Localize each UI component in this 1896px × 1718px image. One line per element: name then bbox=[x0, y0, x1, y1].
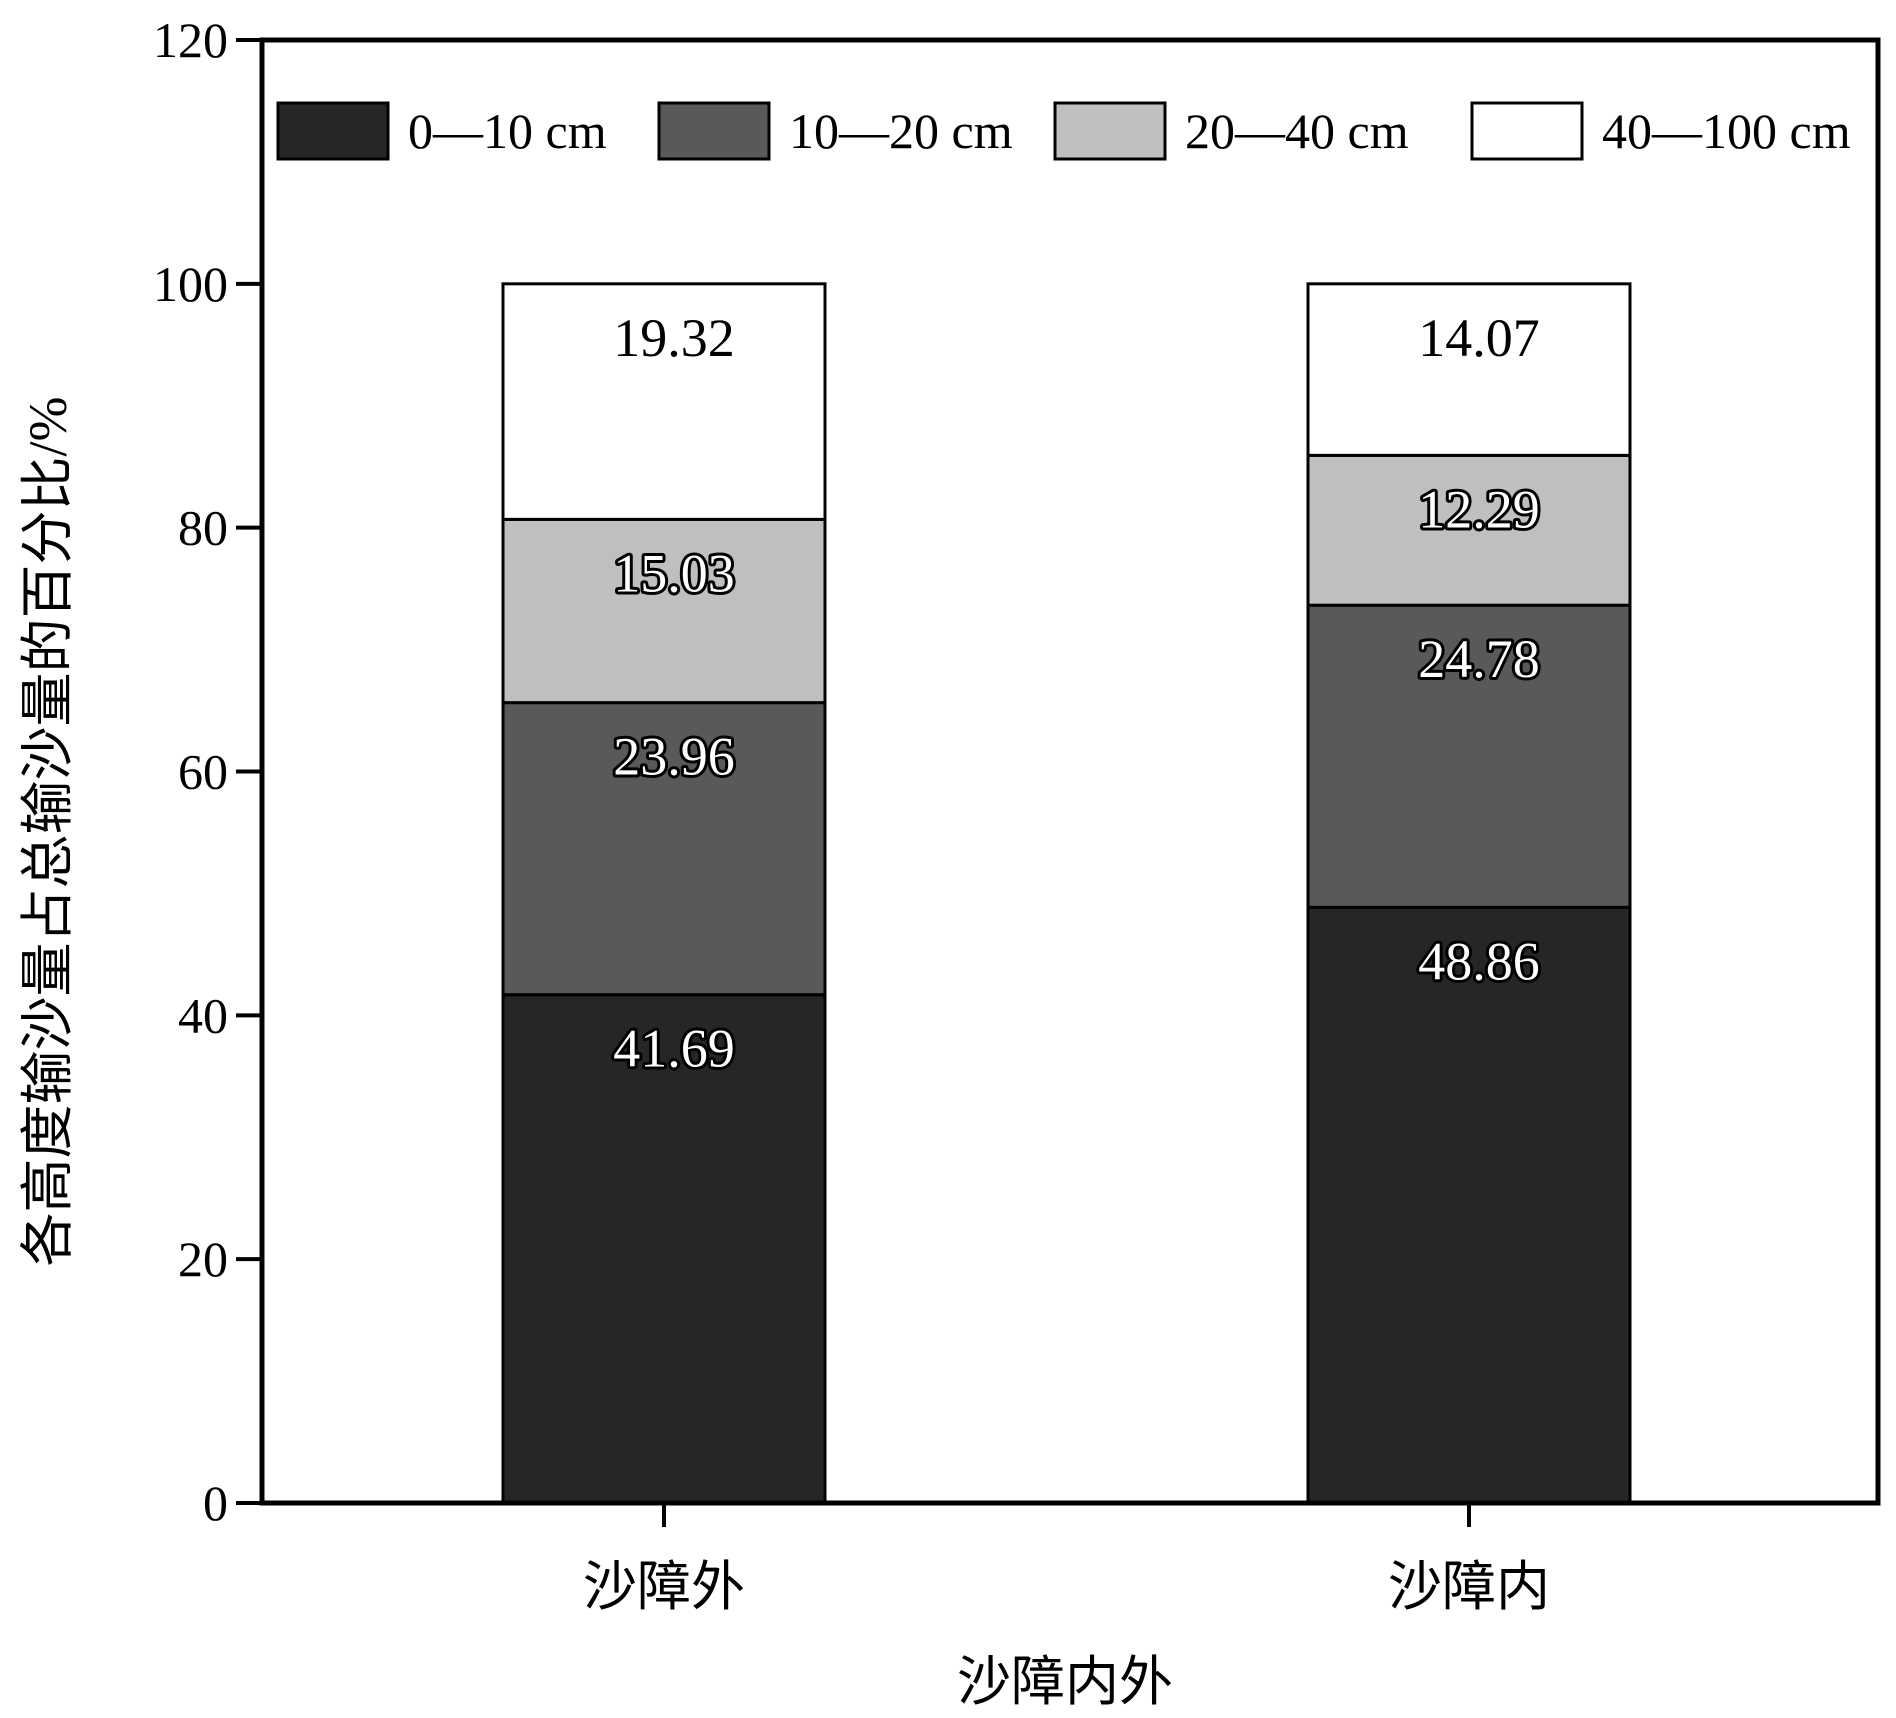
bar-value-label: 19.32 bbox=[613, 308, 735, 368]
bar-value-label: 12.29 bbox=[1418, 479, 1540, 539]
y-tick-label: 20 bbox=[178, 1231, 228, 1287]
y-tick-label: 100 bbox=[153, 256, 228, 312]
y-tick-label: 40 bbox=[178, 987, 228, 1043]
bars-layer bbox=[501, 282, 1632, 1505]
legend-label: 40—100 cm bbox=[1602, 103, 1851, 159]
legend-label: 0—10 cm bbox=[408, 103, 607, 159]
legend-swatch bbox=[1053, 101, 1167, 161]
y-tick-label: 60 bbox=[178, 744, 228, 800]
bar-segment bbox=[1306, 453, 1632, 607]
bar-segment bbox=[501, 517, 827, 705]
y-tick-label: 80 bbox=[178, 500, 228, 556]
bar-value-label: 41.69 bbox=[613, 1019, 735, 1079]
legend-swatch bbox=[657, 101, 771, 161]
bar-value-label: 15.03 bbox=[613, 543, 735, 603]
bar-segment bbox=[501, 993, 827, 1505]
plot-frame bbox=[259, 37, 1881, 1506]
legend: 0—10 cm 10—20 cm 20—40 cm 40—100 cm bbox=[276, 101, 1851, 161]
x-axis-title: 沙障内外 bbox=[957, 1652, 1173, 1712]
y-tick-label: 120 bbox=[153, 12, 228, 68]
x-tick-label: 沙障内 bbox=[1388, 1557, 1550, 1617]
bar-segment bbox=[501, 282, 827, 521]
legend-swatch bbox=[276, 101, 390, 161]
bar-value-label: 14.07 bbox=[1418, 308, 1540, 368]
y-axis-title: 各高度输沙量占总输沙量的百分比/% bbox=[18, 397, 78, 1267]
bar-value-label: 48.86 bbox=[1418, 931, 1540, 991]
x-axis-ticks: 沙障外 沙障内 bbox=[583, 1503, 1550, 1617]
bar-value-label: 24.78 bbox=[1418, 629, 1540, 689]
x-tick-label: 沙障外 bbox=[583, 1557, 745, 1617]
y-tick-label: 0 bbox=[203, 1475, 228, 1531]
bar-segment bbox=[1306, 603, 1632, 909]
bar-value-label: 23.96 bbox=[613, 727, 735, 787]
legend-swatch bbox=[1470, 101, 1584, 161]
legend-label: 20—40 cm bbox=[1185, 103, 1409, 159]
y-axis-ticks: 0 20 40 60 80 100 120 bbox=[153, 12, 262, 1531]
legend-label: 10—20 cm bbox=[789, 103, 1013, 159]
data-labels-layer: 41.69 23.96 15.03 19.32 48.86 24.78 12.29 14.07 bbox=[610, 308, 1543, 1082]
bar-segment bbox=[1306, 282, 1632, 457]
bar-segment bbox=[501, 701, 827, 997]
bar-segment bbox=[1306, 905, 1632, 1505]
